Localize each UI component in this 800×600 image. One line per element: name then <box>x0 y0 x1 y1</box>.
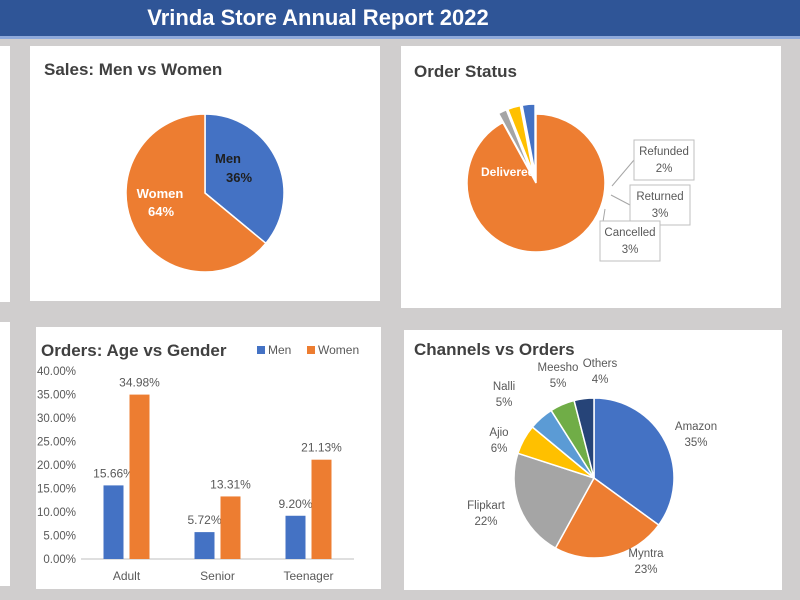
y-tick-label: 10.00% <box>37 507 76 519</box>
slice-value-men: 36% <box>226 170 252 185</box>
data-label-women-teenager: 21.13% <box>301 441 342 455</box>
y-tick-label: 30.00% <box>37 413 76 425</box>
header-divider <box>0 36 800 39</box>
pie-slice-men <box>204 113 285 245</box>
slice-value-myntra: 23% <box>634 564 657 576</box>
data-label-women-senior: 13.31% <box>210 477 251 491</box>
y-tick-label: 5.00% <box>43 531 76 543</box>
bar-women-teenager <box>311 459 332 559</box>
chart-title-sales-gender: Sales: Men vs Women <box>44 60 223 79</box>
pie-slice-flipkart <box>513 452 596 550</box>
chart-panel-sales-gender: Sales: Men vs Women Men 36% Women 64% <box>30 46 380 301</box>
pie-slice-delivered <box>466 113 606 253</box>
chart-panel-order-status: Order Status Delivered Refunded 2% Returned… <box>401 46 781 308</box>
slice-label-flipkart: Flipkart <box>467 500 506 512</box>
callout-leader-refunded <box>611 159 635 187</box>
y-tick-label: 35.00% <box>37 390 76 402</box>
slice-value-amazon: 35% <box>684 437 707 449</box>
pie-slice-returned <box>506 104 534 174</box>
slice-label-delivered: Delivered <box>481 165 535 179</box>
callout-leader-returned <box>610 194 631 206</box>
callout-label-returned: Returned <box>636 191 683 203</box>
report-header <box>0 0 800 36</box>
pie-slice-others <box>573 397 595 479</box>
callout-box-cancelled <box>599 220 661 262</box>
chart-title-age-gender: Orders: Age vs Gender <box>41 341 227 360</box>
callout-box-returned <box>629 184 691 226</box>
bar-men-teenager <box>285 515 306 559</box>
slice-label-myntra: Myntra <box>628 548 664 560</box>
slice-label-meesho: Meesho <box>538 362 579 374</box>
pie-slice-cancelled <box>521 103 536 174</box>
x-tick-label-senior: Senior <box>200 569 235 583</box>
pie-slice-women <box>125 113 267 273</box>
channels-pie-chart: Amazon 35% Myntra 23% Flipkart 22% Ajio 6% Nalli… <box>467 358 717 576</box>
slice-label-amazon: Amazon <box>675 421 717 433</box>
offscreen-panel-edge-top <box>0 46 10 302</box>
slice-value-flipkart: 22% <box>474 516 497 528</box>
legend-label-women: Women <box>318 343 359 357</box>
legend-label-men: Men <box>268 343 291 357</box>
bar-men-senior <box>194 532 215 559</box>
x-tick-label-teenager: Teenager <box>283 569 333 583</box>
y-tick-label: 0.00% <box>43 554 76 566</box>
legend-swatch-men <box>257 346 265 354</box>
chart-title-order-status: Order Status <box>414 62 517 81</box>
y-tick-label: 15.00% <box>37 484 76 496</box>
callout-box-refunded <box>633 139 695 181</box>
pie-slice-myntra <box>554 476 660 559</box>
slice-value-meesho: 5% <box>550 378 567 390</box>
slice-value-others: 4% <box>592 374 609 386</box>
callout-label-cancelled: Cancelled <box>604 227 655 239</box>
slice-label-nalli: Nalli <box>493 381 515 393</box>
chart-panel-age-gender: Orders: Age vs Gender 0.00% 5.00% 10.00% 15… <box>36 327 381 589</box>
slice-value-nalli: 5% <box>496 397 513 409</box>
data-label-men-adult: 15.66% <box>93 466 134 480</box>
chart-title-channels: Channels vs Orders <box>414 340 575 359</box>
slice-value-ajio: 6% <box>491 443 508 455</box>
slice-label-others: Others <box>583 358 618 370</box>
data-label-men-senior: 5.72% <box>187 513 221 527</box>
y-tick-label: 40.00% <box>37 366 76 378</box>
report-title: Vrinda Store Annual Report 2022 <box>147 5 489 30</box>
slice-label-men: Men <box>215 151 241 166</box>
y-tick-label: 25.00% <box>37 437 76 449</box>
y-tick-label: 20.00% <box>37 460 76 472</box>
bar-women-adult <box>129 394 150 559</box>
age-gender-bar-chart: 0.00% 5.00% 10.00% 15.00% 20.00% 25.00% 30.00%… <box>37 343 359 583</box>
slice-label-women: Women <box>137 186 184 201</box>
x-tick-label-adult: Adult <box>113 569 141 583</box>
bar-men-adult <box>103 485 124 559</box>
pie-slice-amazon <box>593 397 675 527</box>
order-status-pie-chart: Delivered Refunded 2% Returned 3% Cancelled 3% <box>466 103 695 262</box>
callout-label-refunded: Refunded <box>639 146 689 158</box>
legend-swatch-women <box>307 346 315 354</box>
pie-slice-refunded <box>497 108 533 175</box>
chart-panel-channels: Channels vs Orders Amazon 35% Myntra 23% Fli… <box>404 330 782 590</box>
slice-label-ajio: Ajio <box>489 427 508 439</box>
callout-value-refunded: 2% <box>656 163 673 175</box>
slice-value-women: 64% <box>148 204 174 219</box>
sales-gender-pie-chart: Men 36% Women 64% <box>125 113 285 273</box>
callout-value-returned: 3% <box>652 208 669 220</box>
offscreen-panel-edge-bottom <box>0 322 10 586</box>
bar-women-senior <box>220 496 241 559</box>
callout-value-cancelled: 3% <box>622 244 639 256</box>
data-label-women-adult: 34.98% <box>119 376 160 390</box>
data-label-men-teenager: 9.20% <box>278 497 312 511</box>
